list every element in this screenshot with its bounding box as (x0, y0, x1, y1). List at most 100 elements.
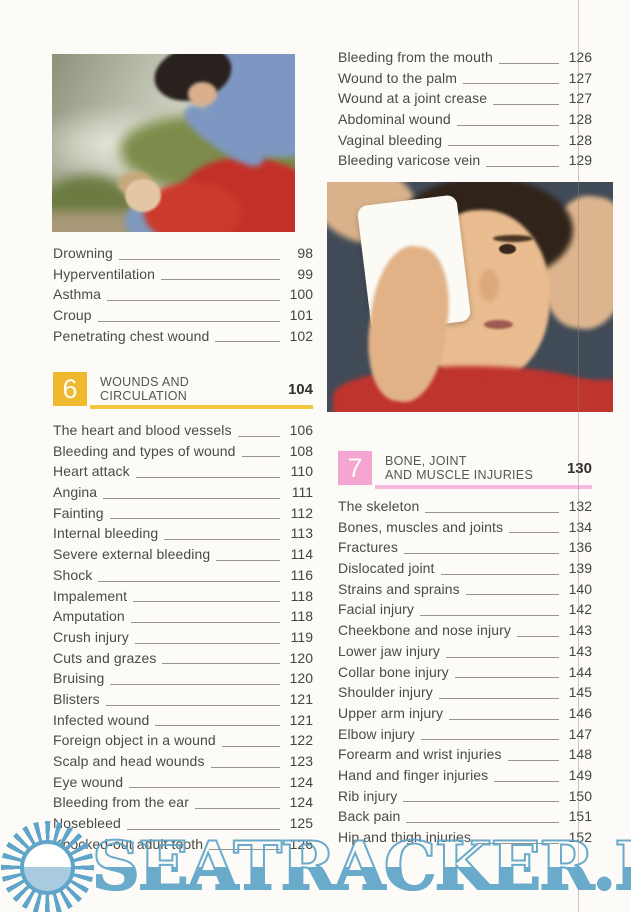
toc-leader-line (216, 730, 287, 751)
toc-entry: The skeleton 132 (338, 496, 592, 517)
toc-entry-page: 147 (568, 725, 592, 742)
toc-entry-label: Impalement (53, 587, 128, 604)
toc-leader-line (127, 586, 287, 607)
toc-list-breathing: Drowning 98 Hyperventilation 99 Asthma 1… (53, 243, 313, 346)
toc-leader-line (419, 496, 566, 517)
toc-entry: Hyperventilation 99 (53, 264, 313, 285)
toc-entry: Scalp and head wounds 123 (53, 751, 313, 772)
toc-entry: Bleeding from the ear 124 (53, 792, 313, 813)
toc-leader-line (123, 772, 287, 793)
photo-eye-injury-child (327, 182, 613, 412)
toc-leader-line (397, 786, 566, 807)
toc-entry: Angina 111 (53, 482, 313, 503)
toc-leader-line (457, 68, 566, 89)
toc-entry-page: 129 (568, 152, 592, 169)
toc-entry-label: Eye wound (53, 773, 124, 790)
toc-entry-page: 120 (289, 670, 313, 687)
toc-entry: Collar bone injury 144 (338, 662, 592, 683)
toc-leader-line (158, 523, 287, 544)
toc-entry-page: 149 (568, 766, 592, 783)
toc-entry-page: 118 (290, 608, 313, 625)
toc-entry: Heart attack 110 (53, 461, 313, 482)
toc-leader-line (101, 284, 287, 305)
toc-entry-label: Hyperventilation (53, 265, 155, 282)
toc-entry-page: 152 (568, 829, 592, 845)
toc-entry-label: Dislocated joint (338, 560, 435, 577)
toc-entry-page: 127 (568, 90, 592, 107)
toc-entry: Knocked-out adult tooth 126 (53, 834, 313, 855)
toc-leader-line (210, 544, 287, 565)
toc-entry-label: Croup (53, 307, 92, 324)
toc-entry: Wound to the palm 127 (338, 68, 592, 89)
toc-entry-label: Knocked-out adult tooth (53, 835, 204, 852)
section-accent-bar (375, 485, 592, 489)
toc-leader-line (460, 579, 566, 600)
toc-leader-line (130, 461, 287, 482)
toc-entry: Facial injury 142 (338, 599, 592, 620)
toc-entry: Dislocated joint 139 (338, 558, 592, 579)
section-number-badge: 6 (53, 372, 87, 406)
toc-entry-label: Nosebleed (53, 815, 121, 832)
toc-entry-label: Bleeding and types of wound (53, 442, 236, 459)
toc-entry: Strains and sprains 140 (338, 579, 592, 600)
toc-leader-line (236, 441, 288, 462)
toc-leader-line (488, 765, 566, 786)
toc-entry: Vaginal bleeding 128 (338, 130, 592, 151)
toc-entry-label: Cuts and grazes (53, 649, 157, 666)
toc-entry-page: 112 (290, 504, 313, 521)
toc-entry-page: 119 (290, 628, 313, 645)
toc-entry-page: 121 (289, 711, 313, 728)
toc-entry-label: Rib injury (338, 787, 398, 804)
toc-leader-line (97, 482, 287, 503)
toc-entry-label: Heart attack (53, 463, 130, 480)
toc-leader-line (480, 150, 566, 171)
toc-entry: Drowning 98 (53, 243, 313, 264)
toc-entry-page: 132 (568, 498, 592, 514)
toc-entry-label: Bleeding varicose vein (338, 152, 481, 169)
toc-leader-line (205, 751, 287, 772)
toc-entry: Fainting 112 (53, 503, 313, 524)
toc-leader-line (415, 724, 566, 745)
toc-entry-page: 114 (290, 546, 313, 563)
toc-leader-line (156, 648, 287, 669)
toc-leader-line (92, 305, 287, 326)
toc-entry-page: 113 (290, 525, 313, 542)
toc-entry-page: 100 (289, 286, 313, 303)
toc-entry-label: Blisters (53, 690, 100, 707)
toc-leader-line (487, 88, 566, 109)
toc-entry: Hand and finger injuries 149 (338, 765, 592, 786)
toc-entry-page: 136 (568, 539, 592, 556)
toc-entry-label: Foreign object in a wound (53, 732, 216, 749)
toc-entry-page: 128 (568, 111, 592, 128)
section-page-number: 130 (566, 460, 592, 477)
toc-entry-page: 110 (290, 463, 313, 480)
toc-entry-page: 111 (291, 484, 313, 501)
toc-leader-line (232, 420, 287, 441)
toc-entry-page: 140 (568, 580, 592, 597)
toc-entry-label: Wound to the palm (338, 69, 457, 86)
toc-entry: Amputation 118 (53, 606, 313, 627)
toc-leader-line (449, 662, 566, 683)
toc-entry-label: The heart and blood vessels (53, 422, 232, 438)
casualty-face (124, 178, 162, 213)
toc-entry-page: 151 (568, 808, 592, 825)
toc-entry-label: Abdominal wound (338, 111, 451, 128)
toc-entry: Abdominal wound 128 (338, 109, 592, 130)
toc-entry: Bleeding and types of wound 108 (53, 441, 313, 462)
toc-entry: Cuts and grazes 120 (53, 648, 313, 669)
toc-entry: Shoulder injury 145 (338, 682, 592, 703)
toc-leader-line (398, 537, 566, 558)
toc-leader-line (113, 243, 287, 264)
toc-entry: Crush injury 119 (53, 627, 313, 648)
toc-entry-label: Hip and thigh injuries (338, 829, 471, 845)
toc-leader-line (104, 503, 287, 524)
toc-entry-page: 150 (568, 787, 592, 804)
toc-entry-page: 127 (568, 69, 592, 86)
toc-entry-label: Shock (53, 566, 93, 583)
toc-entry-label: Bones, muscles and joints (338, 518, 504, 535)
toc-leader-line (451, 109, 566, 130)
toc-entry-page: 123 (289, 753, 313, 769)
toc-entry-page: 145 (568, 684, 592, 701)
toc-leader-line (435, 558, 566, 579)
